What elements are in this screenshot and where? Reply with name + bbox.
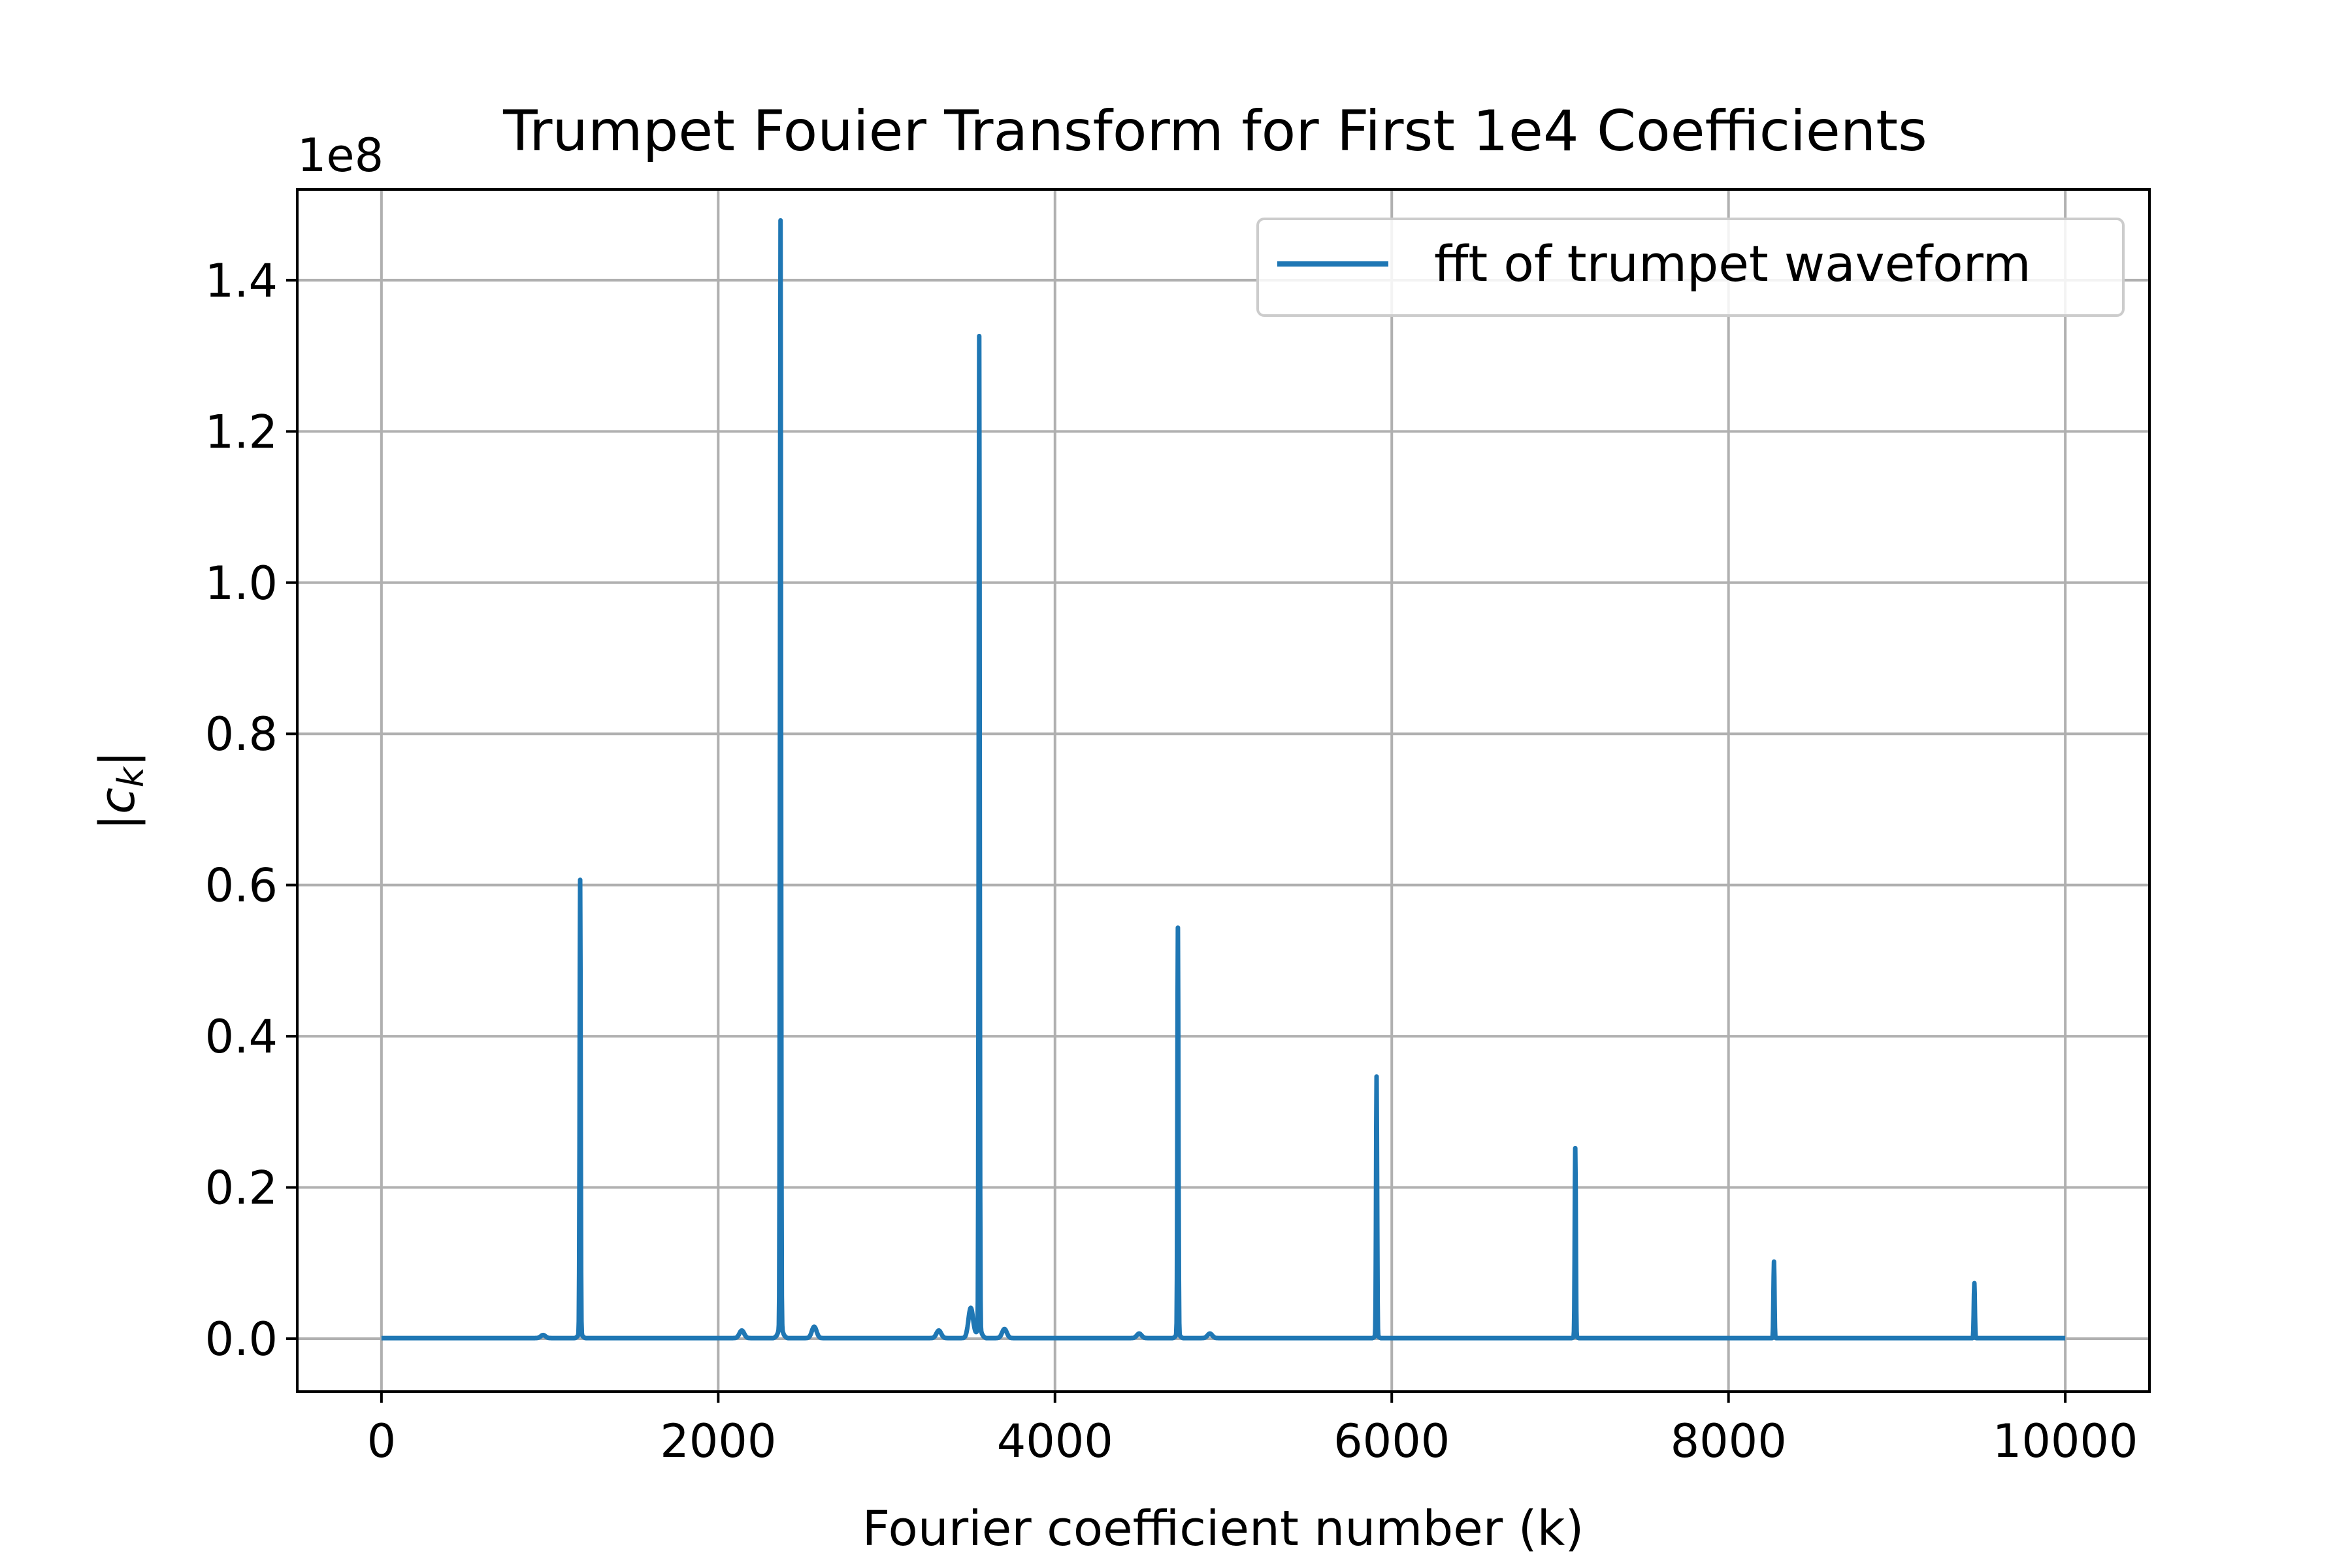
y-axis-label: |ck| [90, 751, 152, 830]
x-tick-label: 10000 [1993, 1414, 2138, 1468]
legend-label: fft of trumpet waveform [1434, 235, 2031, 293]
y-tick-label: 0.6 [205, 859, 278, 913]
x-axis-label: Fourier coefficient number (k) [862, 1501, 1584, 1557]
legend: fft of trumpet waveform [1256, 218, 2125, 317]
chart-title: Trumpet Fouier Transform for First 1e4 C… [502, 99, 1927, 164]
y-tick-label: 0.8 [205, 708, 278, 761]
x-tick-label: 6000 [1333, 1414, 1450, 1468]
x-tick-label: 2000 [660, 1414, 776, 1468]
y-tick-label: 0.4 [205, 1010, 278, 1064]
x-tick-label: 8000 [1671, 1414, 1787, 1468]
y-tick-label: 0.0 [205, 1313, 278, 1366]
x-tick-label: 0 [367, 1414, 397, 1468]
y-tick-label: 1.4 [205, 254, 278, 308]
series-layer [379, 218, 2068, 1341]
x-tick-label: 4000 [997, 1414, 1113, 1468]
series-line-fft [379, 218, 2068, 1341]
plot-frame [296, 188, 2151, 1393]
y-tick-label: 0.2 [205, 1162, 278, 1215]
grid [297, 189, 2149, 1392]
y-tick-label: 1.0 [205, 557, 278, 610]
y-tick-label: 1.2 [205, 405, 278, 459]
ticks: 0 2000 4000 6000 8000 10000 0.0 0.2 0.4 0.6 0.8 1.0… [205, 254, 2138, 1468]
legend-box [1256, 218, 2125, 317]
y-scale-label: 1e8 [297, 129, 384, 182]
